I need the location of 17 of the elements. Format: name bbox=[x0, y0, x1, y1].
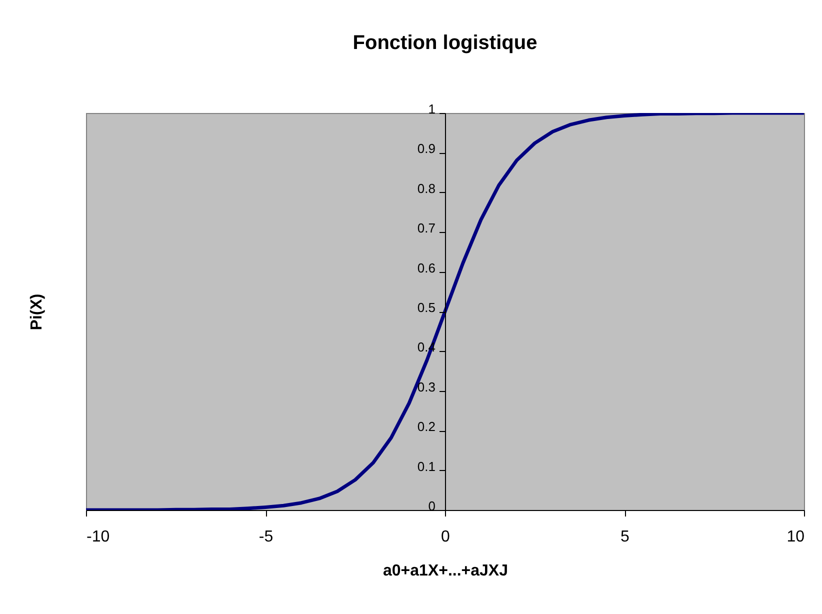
y-axis-title: Pi(X) bbox=[28, 294, 46, 330]
x-tick-label: 10 bbox=[786, 528, 805, 546]
y-tick-label: 0.1 bbox=[417, 458, 436, 474]
y-tick-label: 0.8 bbox=[417, 180, 436, 196]
x-axis-title: a0+a1X+...+aJXJ bbox=[383, 562, 508, 580]
x-tick-label: -5 bbox=[258, 528, 274, 546]
chart-title: Fonction logistique bbox=[352, 32, 538, 54]
y-tick-label: 0.2 bbox=[417, 419, 436, 434]
y-tick-label: 0.7 bbox=[417, 220, 436, 236]
y-tick-label: 0.9 bbox=[417, 141, 436, 156]
y-tick-label: 0.5 bbox=[417, 300, 436, 315]
x-tick-label: -10 bbox=[86, 528, 110, 546]
y-tick-label: 1 bbox=[428, 102, 436, 116]
y-tick-label: 0.3 bbox=[417, 379, 436, 394]
x-tick-label: 5 bbox=[620, 528, 630, 546]
x-tick-label: 0 bbox=[441, 528, 450, 546]
y-tick-label: 0.6 bbox=[417, 260, 436, 276]
